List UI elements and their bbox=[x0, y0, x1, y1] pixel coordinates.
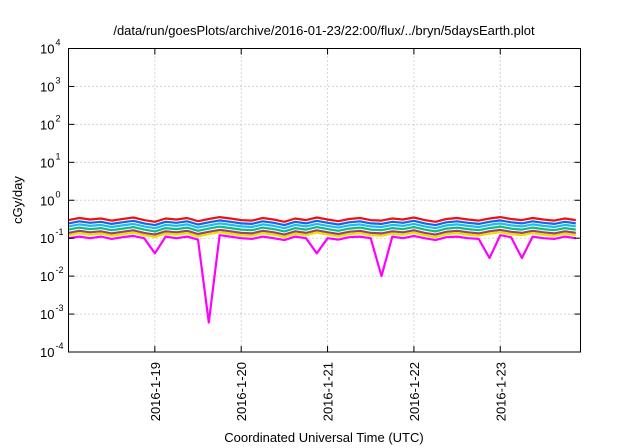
series-line-purple bbox=[68, 228, 576, 236]
chart-title: /data/run/goesPlots/archive/2016-01-23/2… bbox=[113, 23, 535, 38]
y-tick-exponent: -2 bbox=[56, 265, 64, 275]
x-axis-label: Coordinated Universal Time (UTC) bbox=[224, 430, 423, 445]
series-group bbox=[68, 216, 576, 324]
x-axis: 2016-1-19 2016-1-20 2016-1-21 2016-1-22 2016… bbox=[148, 48, 508, 421]
y-tick-exponent: -1 bbox=[56, 227, 64, 237]
x-tick-label: 2016-1-21 bbox=[321, 362, 336, 421]
y-axis-label: cGy/day bbox=[10, 176, 25, 224]
y-tick-exponent: -4 bbox=[56, 341, 64, 351]
series-line-teal bbox=[68, 225, 576, 233]
y-tick-label: 10 bbox=[40, 117, 54, 132]
y-tick-exponent: 3 bbox=[56, 75, 61, 85]
x-tick-label: 2016-1-19 bbox=[148, 362, 163, 421]
y-tick-exponent: 1 bbox=[56, 151, 61, 161]
series-line-magenta bbox=[68, 234, 576, 324]
y-tick-exponent: 0 bbox=[56, 189, 61, 199]
series-line-blue bbox=[68, 219, 576, 227]
series-line-red bbox=[68, 216, 576, 223]
y-tick-exponent: 2 bbox=[56, 113, 61, 123]
series-line-yellow bbox=[68, 231, 576, 238]
y-tick-exponent: 4 bbox=[56, 38, 61, 48]
x-tick-label: 2016-1-22 bbox=[407, 362, 422, 421]
y-tick-label: 10 bbox=[40, 231, 54, 246]
y-tick-label: 10 bbox=[40, 269, 54, 284]
series-line-cyan bbox=[68, 222, 576, 230]
y-tick-exponent: -3 bbox=[56, 303, 64, 313]
x-tick-label: 2016-1-20 bbox=[234, 362, 249, 421]
y-tick-label: 10 bbox=[40, 307, 54, 322]
y-tick-label: 10 bbox=[40, 42, 54, 57]
grid bbox=[68, 48, 581, 352]
y-tick-label: 10 bbox=[40, 345, 54, 360]
y-tick-label: 10 bbox=[40, 79, 54, 94]
x-tick-label: 2016-1-23 bbox=[493, 362, 508, 421]
y-tick-label: 10 bbox=[40, 193, 54, 208]
y-tick-label: 10 bbox=[40, 155, 54, 170]
